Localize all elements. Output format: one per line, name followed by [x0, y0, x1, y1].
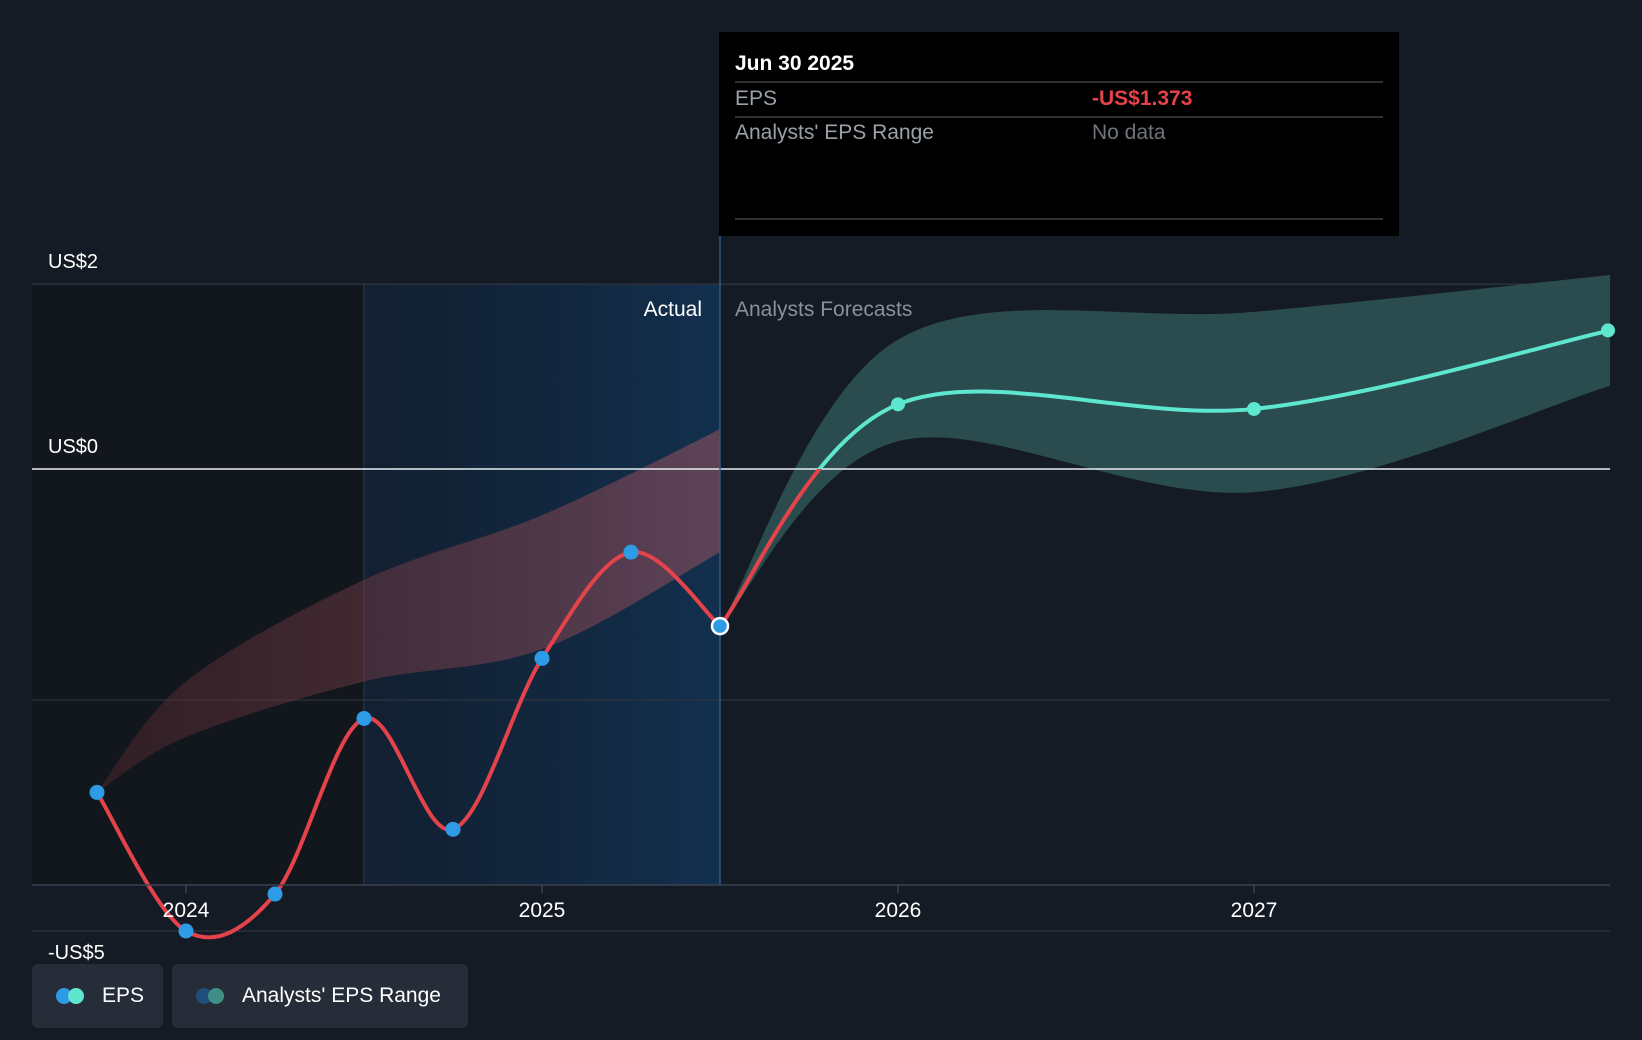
eps-highlighted-point — [710, 616, 730, 636]
history-shade — [32, 284, 364, 884]
x-tick-label: 2027 — [1231, 899, 1278, 922]
eps-forecast-point — [1247, 401, 1261, 416]
tooltip-range-value: No data — [1092, 121, 1166, 144]
legend-eps[interactable]: EPS — [32, 964, 163, 1028]
eps-lines — [95, 328, 1611, 940]
eps-point — [356, 710, 372, 726]
y-tick-label: US$0 — [48, 436, 98, 458]
y-axis-labels: US$2 US$0 -US$5 — [48, 251, 105, 964]
range-bands — [97, 274, 1610, 793]
eps-point — [178, 923, 194, 939]
tooltip-eps-value: -US$1.373 — [1092, 87, 1192, 110]
eps-point — [267, 886, 283, 902]
forecast-label: Analysts Forecasts — [735, 298, 912, 321]
legend-eps-range-label: Analysts' EPS Range — [242, 984, 441, 1007]
tooltip-date: Jun 30 2025 — [735, 52, 854, 75]
y-tick-label: -US$5 — [48, 942, 105, 964]
eps-legend-icon — [56, 988, 86, 1004]
tooltip-eps-label: EPS — [735, 87, 777, 110]
eps-forecast-point — [891, 397, 905, 412]
range-legend-icon — [196, 988, 226, 1004]
tooltip-box — [719, 32, 1399, 236]
eps-point — [89, 784, 105, 800]
x-tick-label: 2026 — [875, 899, 922, 922]
forecast-eps-range-band — [720, 274, 1610, 627]
eps-forecast-point — [1601, 323, 1615, 338]
eps-point — [623, 544, 639, 560]
tooltip: Jun 30 2025 EPS -US$1.373 Analysts' EPS … — [719, 32, 1399, 236]
eps-actual-line — [95, 550, 722, 940]
eps-legend-dot-forecast — [68, 988, 84, 1004]
eps-forecast-line-negative — [718, 469, 823, 628]
tooltip-range-label: Analysts' EPS Range — [735, 121, 934, 144]
eps-point — [534, 650, 550, 666]
x-tick-label: 2024 — [163, 899, 210, 922]
eps-point — [445, 821, 461, 837]
legend-eps-range[interactable]: Analysts' EPS Range — [172, 964, 468, 1028]
actual-label: Actual — [644, 298, 702, 321]
past-eps-range-band — [97, 429, 720, 793]
eps-markers — [89, 323, 1615, 939]
y-tick-label: US$2 — [48, 251, 98, 273]
eps-forecast-line — [816, 328, 1611, 469]
range-legend-dot-forecast — [208, 988, 224, 1004]
x-tick-label: 2025 — [519, 899, 566, 922]
legend-eps-label: EPS — [102, 984, 145, 1007]
x-axis-ticks: 2024 2025 2026 2027 — [163, 885, 1278, 922]
